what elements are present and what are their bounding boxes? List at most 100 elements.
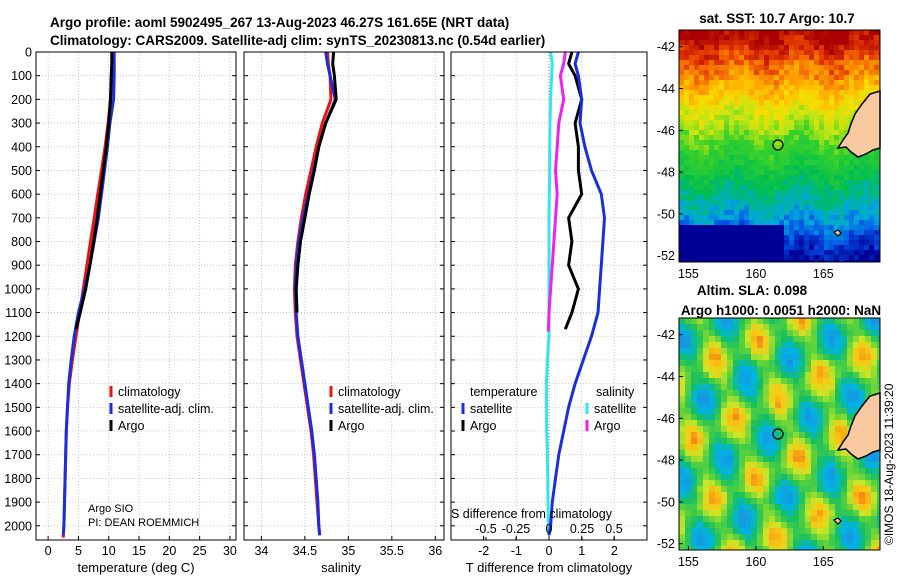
map-cell	[764, 50, 770, 56]
map-cell	[823, 402, 830, 409]
map-cell	[834, 235, 840, 241]
map-cell	[679, 528, 686, 535]
map-cell	[763, 342, 770, 349]
map-cell	[824, 120, 830, 126]
map-cell	[749, 190, 755, 196]
map-cell	[729, 50, 735, 56]
map-cell	[847, 324, 854, 331]
map-cell	[757, 504, 764, 511]
map-cell	[769, 175, 775, 181]
map-cell	[784, 180, 790, 186]
map-cell	[729, 30, 735, 36]
map-cell	[793, 504, 800, 511]
map-cell	[719, 210, 725, 216]
map-cell	[759, 225, 765, 231]
map-cell	[749, 30, 755, 36]
map-cell	[699, 35, 705, 41]
map-cell	[864, 65, 870, 71]
s-tick-label: 0	[546, 522, 553, 536]
y-tick-label: 400	[11, 140, 32, 154]
map-cell	[853, 378, 860, 385]
map-cell	[759, 145, 765, 151]
map-cell	[721, 426, 728, 433]
map-cell	[829, 35, 835, 41]
map-cell	[819, 200, 825, 206]
map-cell	[854, 205, 860, 211]
map-cell	[697, 534, 704, 541]
map-cell	[679, 250, 685, 256]
map-cell	[804, 245, 810, 251]
map-cell	[749, 175, 755, 181]
map-cell	[859, 200, 865, 206]
map-cell	[709, 150, 715, 156]
map-cell	[685, 486, 692, 493]
map-cell	[714, 65, 720, 71]
map-cell	[685, 426, 692, 433]
map-cell	[809, 75, 815, 81]
map-cell	[849, 230, 855, 236]
map-cell	[804, 260, 810, 263]
map-cell	[809, 60, 815, 66]
map-cell	[714, 165, 720, 171]
map-cell	[784, 115, 790, 121]
map-cell	[719, 150, 725, 156]
map-cell	[684, 115, 690, 121]
map-cell	[694, 90, 700, 96]
map-cell	[824, 205, 830, 211]
map-cell	[754, 235, 760, 241]
map-cell	[859, 80, 865, 86]
map-cell	[849, 50, 855, 56]
map-cell	[835, 402, 842, 409]
map-cell	[847, 516, 854, 523]
map-cell	[744, 110, 750, 116]
map-cell	[859, 190, 865, 196]
map-cell	[864, 70, 870, 76]
sla-map-panel: Altim. SLA: 0.098 Argo h1000: 0.0051 h20…	[657, 283, 881, 569]
map-cell	[779, 85, 785, 91]
map-cell	[769, 384, 776, 391]
map-cell	[805, 534, 812, 541]
map-cell	[793, 480, 800, 487]
map-cell	[715, 348, 722, 355]
map-cell	[745, 492, 752, 499]
map-cell	[794, 175, 800, 181]
map-cell	[871, 318, 878, 325]
salinity-series	[292, 51, 338, 536]
map-cell	[684, 225, 690, 231]
map-cell	[703, 336, 710, 343]
map-cell	[715, 480, 722, 487]
map-cell	[853, 408, 860, 415]
map-cell	[764, 40, 770, 46]
map-cell	[841, 456, 848, 463]
map-cell	[784, 185, 790, 191]
s-tick-label: 0.5	[605, 522, 622, 536]
map-cell	[724, 105, 730, 111]
map-cell	[849, 70, 855, 76]
map-cell	[809, 220, 815, 226]
map-cell	[734, 80, 740, 86]
map-cell	[839, 260, 845, 263]
map-cell	[805, 468, 812, 475]
map-cell	[709, 318, 716, 325]
map-cell	[871, 336, 878, 343]
map-cell	[781, 342, 788, 349]
map-cell	[745, 528, 752, 535]
map-cell	[869, 180, 875, 186]
map-cell	[757, 384, 764, 391]
map-cell	[749, 145, 755, 151]
map-cell	[749, 75, 755, 81]
map-cell	[775, 414, 782, 421]
map-cell	[699, 250, 705, 256]
map-cell	[719, 60, 725, 66]
map-cell	[739, 516, 746, 523]
map-cell	[853, 330, 860, 337]
map-cell	[781, 414, 788, 421]
map-cell	[684, 155, 690, 161]
map-cell	[853, 354, 860, 361]
map-cell	[685, 384, 692, 391]
map-cell	[729, 115, 735, 121]
map-cell	[744, 230, 750, 236]
map-cell	[739, 235, 745, 241]
map-cell	[835, 540, 842, 547]
map-cell	[704, 125, 710, 131]
